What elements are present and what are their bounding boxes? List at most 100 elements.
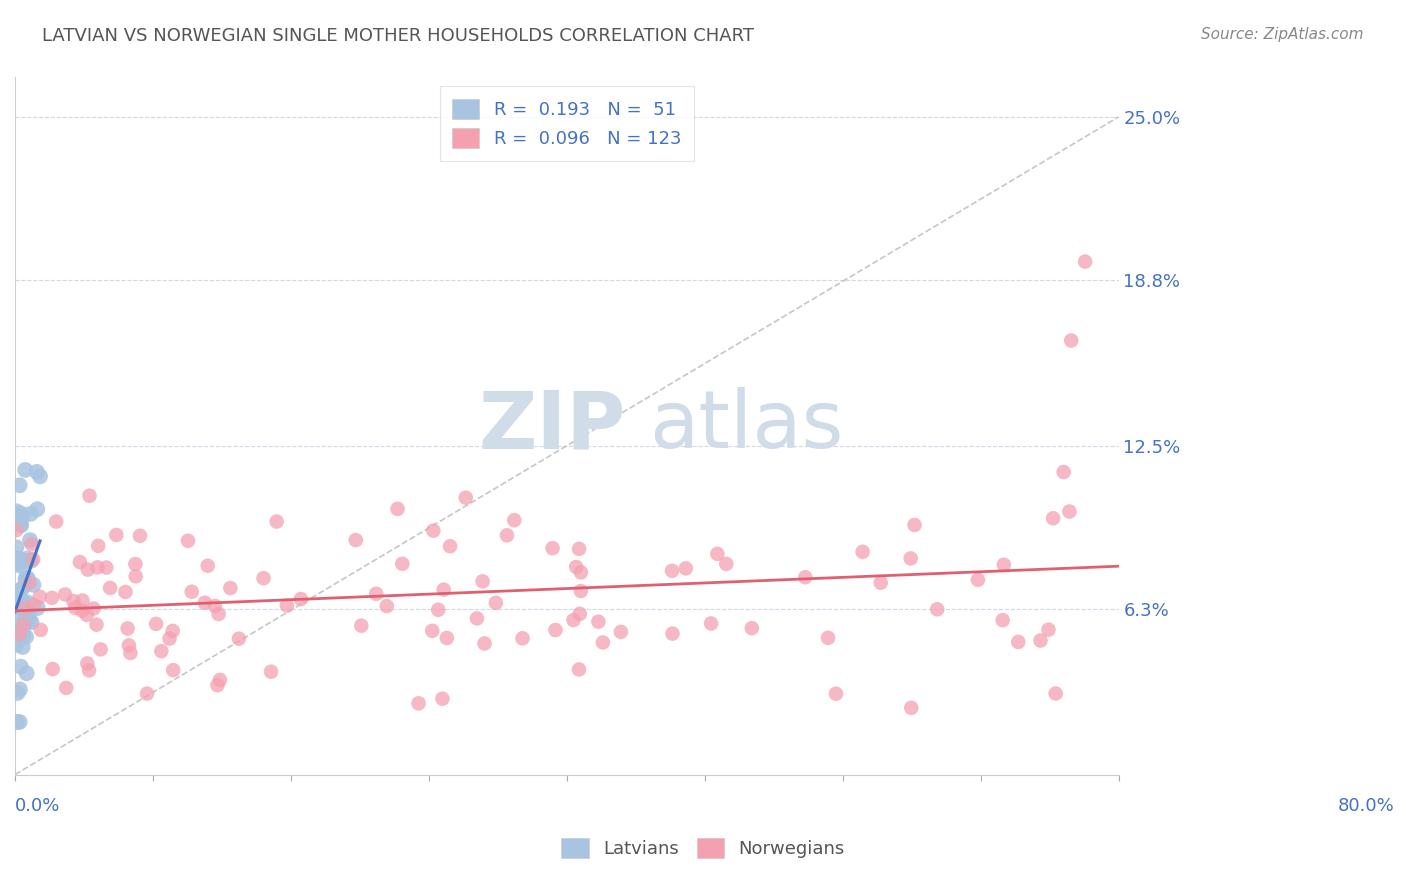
Point (150, 644, 173, 658)
Point (10, 617, 32, 632)
Point (136, 687, 159, 701)
Point (8, 627, 31, 641)
Point (13, 602, 35, 616)
Point (825, 687, 848, 701)
Point (124, 569, 146, 583)
Point (15, 630, 38, 644)
Point (900, 701, 922, 715)
Point (90, 642, 112, 657)
Point (14, 572, 37, 586)
Point (162, 663, 184, 677)
Point (18, 575, 41, 590)
Point (7, 686, 30, 700)
Point (967, 573, 990, 587)
Point (8, 682, 31, 697)
Point (993, 558, 1015, 572)
Text: ZIP: ZIP (478, 387, 626, 465)
Point (1007, 635, 1029, 649)
Point (53, 587, 76, 601)
Point (15, 666, 38, 681)
Point (420, 624, 443, 638)
Point (869, 575, 891, 590)
Point (260, 665, 283, 679)
Point (706, 547, 728, 561)
Point (741, 621, 763, 635)
Point (562, 613, 585, 627)
Point (77, 664, 100, 678)
Point (661, 564, 683, 578)
Point (177, 533, 200, 548)
Point (541, 541, 564, 556)
Point (474, 636, 496, 650)
Point (1042, 511, 1064, 525)
Point (14, 601, 37, 615)
Point (6, 504, 28, 518)
Point (8, 552, 31, 566)
Point (433, 582, 456, 597)
Point (375, 599, 398, 613)
Point (14, 463, 37, 477)
Point (408, 696, 430, 710)
Point (20, 615, 42, 629)
Point (62, 594, 84, 608)
Point (13, 617, 35, 632)
Point (13, 628, 35, 642)
Point (6, 638, 28, 652)
Point (1038, 623, 1060, 637)
Point (20, 537, 42, 551)
Point (432, 691, 454, 706)
Point (22, 578, 45, 592)
Point (512, 632, 534, 646)
Point (72, 593, 94, 607)
Point (69, 555, 91, 569)
Point (208, 673, 231, 687)
Point (1059, 504, 1081, 518)
Point (194, 596, 217, 610)
Point (991, 613, 1014, 627)
Point (22, 598, 45, 612)
Point (350, 618, 373, 632)
Point (145, 616, 167, 631)
Point (11, 509, 34, 524)
Point (10, 518, 32, 533)
Point (98, 581, 121, 595)
Text: atlas: atlas (650, 387, 844, 465)
Point (162, 624, 184, 638)
Point (63, 600, 86, 615)
Point (87, 539, 110, 553)
Point (17, 607, 39, 621)
Point (716, 557, 738, 571)
Point (10, 659, 32, 673)
Point (675, 561, 697, 575)
Point (503, 513, 526, 527)
Point (76, 563, 98, 577)
Point (105, 528, 128, 542)
Point (25, 465, 48, 479)
Point (8, 517, 31, 532)
Point (55, 681, 77, 695)
Point (28, 469, 51, 483)
Point (42, 662, 65, 676)
Point (1029, 633, 1052, 648)
Point (18, 614, 41, 628)
Point (344, 533, 367, 547)
Point (900, 551, 922, 566)
Point (15, 609, 38, 624)
Point (27, 502, 49, 516)
Point (568, 541, 591, 556)
Point (290, 592, 312, 607)
Point (903, 518, 925, 533)
Point (6, 714, 28, 729)
Point (10, 506, 32, 520)
Point (387, 501, 409, 516)
Point (496, 528, 519, 542)
Point (8, 583, 31, 598)
Point (219, 581, 242, 595)
Point (17, 571, 39, 585)
Point (6, 510, 28, 524)
Point (114, 585, 136, 599)
Point (83, 601, 105, 615)
Point (852, 545, 875, 559)
Point (76, 607, 98, 622)
Point (661, 626, 683, 640)
